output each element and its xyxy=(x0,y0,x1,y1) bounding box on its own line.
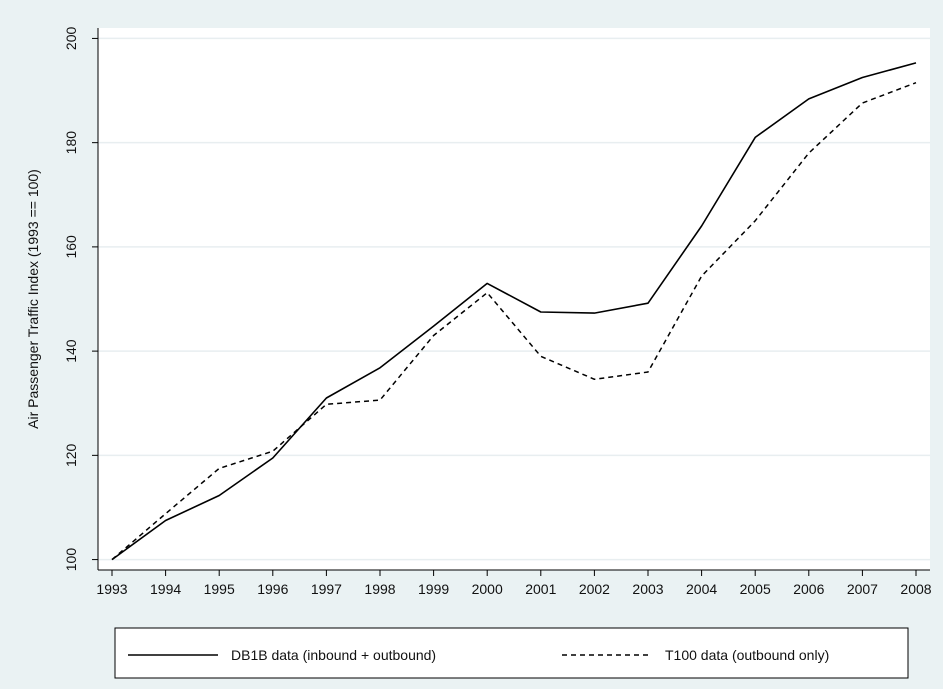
legend-box xyxy=(114,627,909,679)
series-line-t100 xyxy=(111,81,917,561)
y-tick-label-160: 160 xyxy=(63,235,79,259)
x-tick-label-2008: 2008 xyxy=(900,581,931,597)
legend: DB1B data (inbound + outbound) T100 data… xyxy=(114,627,909,679)
series-line-db1b xyxy=(111,62,917,561)
x-tick-label-1997: 1997 xyxy=(311,581,342,597)
y-tick-label-140: 140 xyxy=(63,339,79,363)
x-tick-label-2000: 2000 xyxy=(472,581,503,597)
x-tick-label-2001: 2001 xyxy=(525,581,556,597)
x-tick-label-1994: 1994 xyxy=(150,581,181,597)
y-axis-ticks: 100 120 140 160 180 200 xyxy=(63,27,98,572)
series-lines xyxy=(111,62,917,561)
legend-label-t100: T100 data (outbound only) xyxy=(665,647,829,663)
x-tick-label-2002: 2002 xyxy=(579,581,610,597)
x-tick-label-1998: 1998 xyxy=(364,581,395,597)
legend-label-db1b: DB1B data (inbound + outbound) xyxy=(231,647,436,663)
y-axis-title: Air Passenger Traffic Index (1993 == 100… xyxy=(25,169,41,429)
x-tick-label-2004: 2004 xyxy=(686,581,717,597)
x-tick-label-2005: 2005 xyxy=(740,581,771,597)
y-tick-label-100: 100 xyxy=(63,548,79,572)
grid-lines xyxy=(98,37,930,561)
y-tick-label-180: 180 xyxy=(63,131,79,155)
x-tick-label-1999: 1999 xyxy=(418,581,449,597)
x-tick-label-2006: 2006 xyxy=(793,581,824,597)
x-tick-label-1996: 1996 xyxy=(257,581,288,597)
y-tick-label-120: 120 xyxy=(63,443,79,467)
y-tick-label-200: 200 xyxy=(63,27,79,51)
x-tick-label-2003: 2003 xyxy=(632,581,663,597)
plot-area xyxy=(98,28,930,570)
x-tick-label-1995: 1995 xyxy=(204,581,235,597)
x-axis-ticks: 1993 1994 1995 1996 1997 1998 1999 2000 2001 2002… xyxy=(96,570,932,597)
x-tick-label-1993: 1993 xyxy=(96,581,127,597)
x-tick-label-2007: 2007 xyxy=(847,581,878,597)
